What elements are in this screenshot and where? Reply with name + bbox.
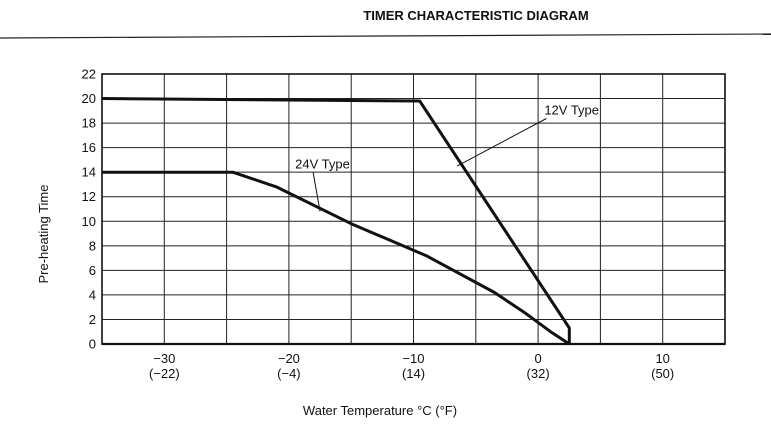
page-title: TIMER CHARACTERISTIC DIAGRAM (363, 8, 588, 23)
chart-ticks: 0 2 4 6 8 10 12 14 16 18 20 22 −30(−22) −20(−4) −10(14… (82, 67, 675, 382)
y-tick-label: 0 (89, 337, 96, 352)
header-rule (0, 33, 771, 39)
y-tick-label: 18 (82, 116, 96, 131)
x-tick-label-c: −20 (278, 351, 300, 366)
series-line-24v (102, 170, 571, 346)
x-tick-label-c: −30 (153, 351, 175, 366)
y-tick-label: 4 (89, 287, 96, 302)
x-tick-label-c: 0 (534, 351, 541, 366)
y-tick-label: 14 (82, 165, 96, 180)
x-tick-label-f: (14) (402, 366, 425, 381)
x-tick-label-f: (−4) (277, 366, 300, 381)
series-label-12v: 12V Type (544, 103, 599, 118)
chart-annotations: 12V Type 24V Type (295, 103, 599, 212)
chart-series (101, 97, 571, 346)
series-label-24v: 24V Type (295, 157, 350, 172)
leader-line (456, 118, 547, 167)
x-tick-label-f: (50) (651, 366, 674, 381)
x-tick-label-c: 10 (655, 351, 669, 366)
y-tick-label: 2 (89, 312, 96, 327)
x-tick-label-f: (−22) (149, 366, 180, 381)
leader-line (312, 172, 321, 212)
y-axis-label: Pre-heating Time (36, 185, 51, 284)
y-tick-label: 10 (82, 214, 96, 229)
x-tick-label-f: (32) (527, 366, 550, 381)
chart-grid (101, 73, 726, 346)
y-tick-label: 8 (89, 238, 96, 253)
y-tick-label: 22 (82, 67, 96, 82)
y-tick-label: 12 (82, 189, 96, 204)
x-axis-label: Water Temperature °C (°F) (303, 403, 457, 418)
y-tick-label: 16 (82, 140, 96, 155)
series-line-12v (101, 97, 571, 344)
y-tick-label: 20 (82, 91, 96, 106)
y-tick-label: 6 (89, 263, 96, 278)
x-tick-label-c: −10 (402, 351, 424, 366)
